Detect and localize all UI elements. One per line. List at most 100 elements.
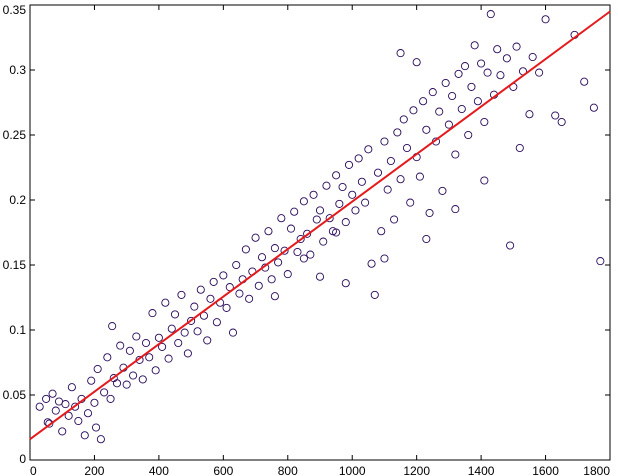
data-point (438, 186, 447, 195)
data-point (409, 106, 418, 115)
data-point (541, 15, 550, 24)
data-point (170, 310, 180, 319)
data-point (154, 333, 163, 342)
data-point (51, 406, 60, 415)
x-tick-label: 0 (30, 464, 37, 476)
data-point (48, 389, 57, 398)
data-point (512, 42, 521, 51)
data-point (386, 156, 395, 166)
data-point (148, 309, 157, 318)
data-point (203, 336, 212, 345)
data-point (212, 318, 221, 327)
data-point (93, 364, 102, 374)
x-tick-label: 800 (278, 464, 298, 476)
data-point (164, 354, 173, 363)
data-point (477, 59, 486, 68)
data-point (390, 215, 399, 224)
data-point (293, 247, 302, 257)
data-point (235, 289, 244, 298)
data-point (383, 185, 392, 194)
data-point (64, 411, 73, 420)
data-point (454, 69, 463, 78)
data-point (444, 120, 453, 129)
x-tick-label: 1400 (468, 464, 495, 476)
data-point (151, 366, 160, 375)
data-point (335, 199, 344, 208)
data-point (290, 207, 299, 216)
data-point (303, 229, 312, 238)
data-point (87, 376, 96, 385)
data-point (525, 110, 534, 119)
data-point (315, 272, 325, 281)
data-point (125, 346, 134, 355)
data-point (348, 190, 357, 199)
data-point (422, 234, 431, 244)
data-point (267, 275, 276, 284)
x-tick-label: 400 (149, 464, 169, 476)
data-point (528, 52, 537, 62)
data-point (451, 150, 460, 159)
data-point (222, 303, 231, 312)
data-point (58, 427, 67, 436)
data-point (112, 379, 122, 388)
data-point (496, 71, 505, 80)
data-point (193, 327, 202, 336)
data-point (451, 205, 460, 214)
data-point (396, 49, 405, 58)
data-point (319, 237, 328, 246)
data-point (419, 97, 428, 106)
data-point (493, 45, 502, 54)
y-tick-label: 0.15 (3, 258, 27, 272)
data-point (467, 82, 476, 91)
data-point (354, 154, 363, 163)
data-point (312, 215, 321, 224)
data-point (435, 107, 444, 116)
data-point (399, 115, 408, 124)
data-point (396, 175, 405, 184)
data-point (177, 290, 186, 299)
data-point (344, 160, 354, 169)
data-point (393, 128, 402, 137)
data-point (270, 292, 279, 301)
fit-line (29, 10, 611, 441)
data-point (422, 125, 431, 134)
data-point (402, 143, 412, 153)
data-point (141, 338, 151, 348)
data-point (373, 168, 383, 177)
x-tick-label: 1000 (339, 464, 366, 476)
data-point (596, 257, 605, 266)
x-tick-label: 200 (84, 464, 104, 476)
data-point (100, 388, 109, 397)
data-point (299, 197, 308, 206)
data-point (506, 241, 515, 250)
data-point (161, 298, 170, 307)
data-point (106, 394, 115, 403)
data-point (464, 130, 473, 140)
fit-line-group (29, 10, 611, 441)
data-point (502, 54, 511, 63)
data-point (132, 332, 141, 341)
axis-ticks (29, 4, 611, 461)
data-point (138, 375, 147, 384)
data-point (457, 104, 466, 114)
data-point (67, 383, 76, 392)
data-point (180, 328, 189, 337)
data-point (309, 190, 318, 199)
data-point (108, 322, 117, 331)
x-axis-tick-labels: 0 200 400 600 800 1000 1200 1400 1600 1800 (30, 464, 610, 476)
data-point (338, 182, 347, 192)
data-point (415, 172, 424, 181)
data-point (167, 324, 176, 333)
data-point (122, 380, 131, 389)
x-tick-label: 1200 (403, 464, 430, 476)
data-point (364, 145, 373, 154)
data-point (206, 294, 215, 303)
data-point (83, 409, 93, 418)
y-tick-label: 0.05 (3, 388, 27, 402)
y-axis-tick-labels: 0 0.05 0.1 0.15 0.2 0.25 0.3 0.35 (3, 3, 27, 466)
data-point (441, 78, 450, 88)
data-point (332, 228, 341, 237)
data-point (460, 62, 470, 71)
data-point (296, 234, 305, 244)
